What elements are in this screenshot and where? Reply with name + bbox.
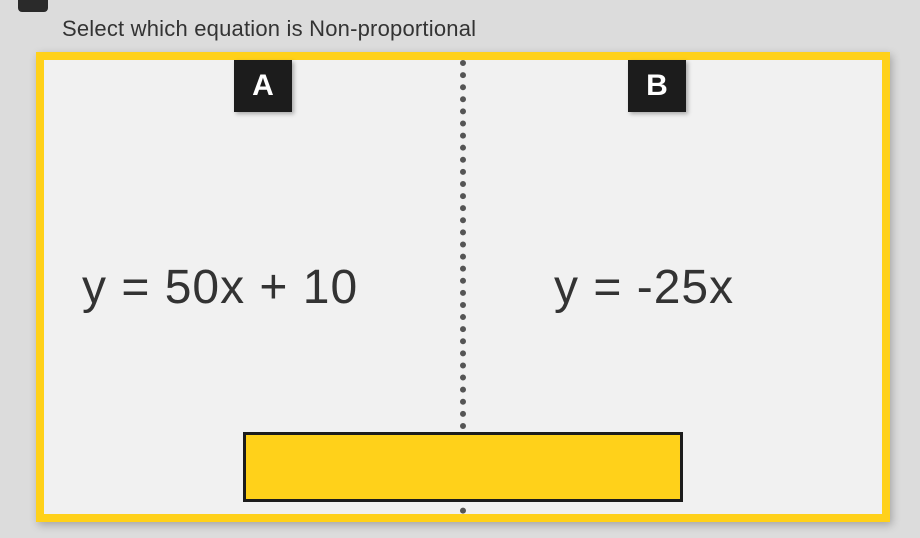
equation-a[interactable]: y = 50x + 10 [82, 260, 358, 315]
option-label-b[interactable]: B [628, 60, 686, 112]
corner-tab [18, 0, 48, 12]
question-frame: A B y = 50x + 10 y = -25x [36, 52, 890, 522]
question-prompt: Select which equation is Non-proportiona… [62, 16, 476, 42]
equation-b[interactable]: y = -25x [554, 260, 734, 315]
frame-inner: A B y = 50x + 10 y = -25x [44, 60, 882, 514]
answer-input-box[interactable] [243, 432, 683, 502]
option-label-a[interactable]: A [234, 60, 292, 112]
